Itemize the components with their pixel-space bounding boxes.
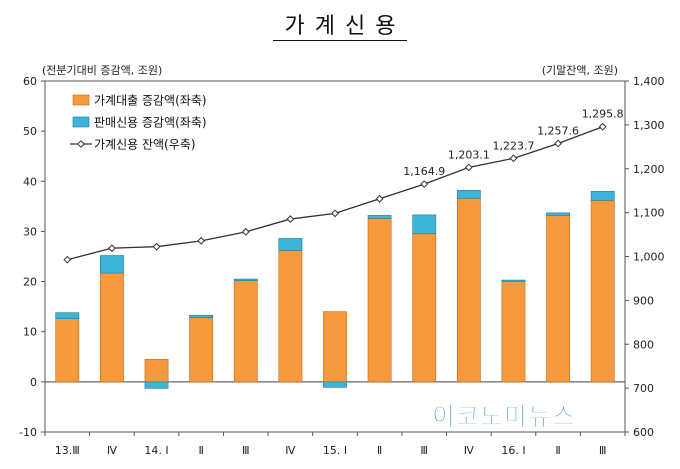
right-tick-label: 900 <box>633 294 654 307</box>
right-tick-label: 600 <box>633 426 654 439</box>
balance-point <box>63 255 72 264</box>
bar-sales-credit <box>233 278 258 281</box>
balance-point <box>241 227 250 236</box>
left-tick-label: -10 <box>19 426 37 439</box>
bar-loan <box>100 272 124 383</box>
x-tick-label: Ⅲ <box>420 444 428 457</box>
watermark-logo: 이코노미뉴스 <box>432 402 577 432</box>
balance-point <box>464 163 473 172</box>
x-tick-label: Ⅳ <box>464 444 475 457</box>
bar-loan <box>144 358 169 383</box>
balance-data-label: 1,257.6 <box>537 124 579 137</box>
x-tick-label: 15. Ⅰ <box>323 444 347 457</box>
bar-sales-credit <box>456 190 481 199</box>
balance-point <box>331 209 339 218</box>
legend-label: 가계신용 잔액(우축) <box>94 138 196 152</box>
bar-loan <box>501 280 526 383</box>
balance-point <box>554 139 562 148</box>
right-tick-label: 1,000 <box>633 251 665 264</box>
balance-point <box>375 194 384 203</box>
bar-sales-credit <box>144 381 169 389</box>
x-tick-label: 13.Ⅲ <box>55 444 80 457</box>
x-tick-label: 14. Ⅰ <box>144 444 168 457</box>
balance-data-label: 1,164.9 <box>403 165 445 178</box>
balance-data-label: 1,295.8 <box>582 108 624 121</box>
left-tick-label: 40 <box>23 175 37 188</box>
left-tick-label: 0 <box>30 376 37 389</box>
bar-loan <box>233 279 258 383</box>
bar-sales-credit <box>278 238 303 251</box>
left-tick-label: 60 <box>23 75 37 88</box>
balance-point <box>197 236 206 245</box>
x-tick-label: Ⅳ <box>107 444 118 457</box>
left-tick-label: 50 <box>23 125 37 138</box>
bar-loan <box>55 318 80 383</box>
bar-sales-credit <box>367 215 392 219</box>
bar-sales-credit <box>100 255 124 274</box>
right-axis-unit: (기말잔액, 조원) <box>541 64 618 77</box>
legend-label: 가계대출 증감액(좌축) <box>94 94 207 108</box>
x-tick-label: 16. Ⅰ <box>501 444 525 457</box>
balance-data-label: 1,223.7 <box>492 139 534 152</box>
legend-bar-swatch <box>72 94 90 106</box>
bar-sales-credit <box>590 191 615 201</box>
bar-sales-credit <box>323 381 347 388</box>
bar-sales-credit <box>189 314 214 318</box>
x-tick-label: Ⅱ <box>555 444 560 457</box>
right-tick-label: 1,100 <box>633 207 665 220</box>
bar-loan <box>323 311 347 383</box>
right-tick-label: 1,300 <box>633 119 665 132</box>
bar-sales-credit <box>412 214 437 234</box>
left-tick-label: 20 <box>23 276 37 289</box>
x-tick-label: Ⅲ <box>599 444 607 457</box>
bar-loan <box>189 317 214 383</box>
legend-bar-swatch <box>72 116 90 128</box>
x-tick-label: Ⅱ <box>198 444 203 457</box>
balance-point <box>286 215 295 223</box>
bar-loan <box>456 198 481 383</box>
x-tick-label: Ⅲ <box>242 444 250 457</box>
bar-loan <box>367 218 392 383</box>
right-tick-label: 700 <box>633 382 654 395</box>
bar-sales-credit <box>55 312 80 319</box>
left-axis-unit: (전분기대비 증감액, 조원) <box>42 64 163 77</box>
right-tick-label: 800 <box>633 338 654 351</box>
bar-loan <box>278 250 303 383</box>
balance-point <box>152 242 161 251</box>
bar-loan <box>590 200 615 383</box>
left-tick-label: 30 <box>23 225 37 238</box>
x-tick-label: Ⅱ <box>377 444 382 457</box>
left-tick-label: 10 <box>23 326 37 339</box>
legend-label: 판매신용 증감액(좌축) <box>94 116 207 130</box>
balance-point <box>108 244 116 253</box>
balance-data-label: 1,203.1 <box>448 148 490 161</box>
bar-sales-credit <box>501 279 526 282</box>
bar-sales-credit <box>546 212 570 216</box>
balance-point <box>598 122 607 131</box>
x-tick-label: Ⅳ <box>285 444 296 457</box>
right-tick-label: 1,400 <box>633 75 665 88</box>
balance-point <box>420 180 429 189</box>
chart-title: 가계신용 <box>0 8 680 41</box>
bar-loan <box>546 215 570 383</box>
bar-loan <box>412 233 437 383</box>
legend-marker <box>77 140 85 148</box>
right-tick-label: 1,200 <box>633 163 665 176</box>
balance-point <box>509 154 518 163</box>
